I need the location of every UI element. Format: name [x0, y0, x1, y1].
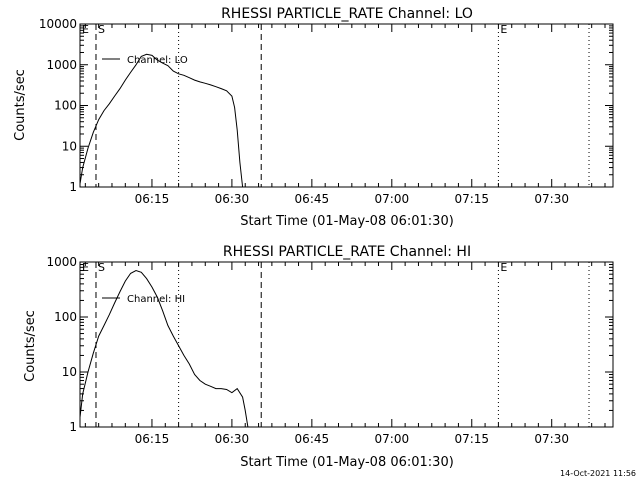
y-tick-label: 1 [69, 180, 77, 194]
x-axis-label-hi: Start Time (01-May-08 06:01:30) [240, 455, 454, 470]
marker-label: E [500, 261, 507, 274]
plot-frame-lo [79, 23, 614, 188]
x-tick-label: 07:15 [454, 432, 489, 446]
y-tick-label: 10 [62, 139, 77, 153]
x-tick-label: 06:45 [295, 192, 330, 206]
x-axis-label-lo: Start Time (01-May-08 06:01:30) [240, 214, 454, 229]
panel-lo: RHESSI PARTICLE_RATE Channel: LO Counts/… [13, 6, 614, 229]
legend-label: Channel: HI [127, 294, 185, 305]
marker-label: E [500, 23, 507, 36]
x-tick-label: 07:30 [534, 192, 569, 206]
y-tick-label: 10 [62, 365, 77, 379]
series-line [79, 269, 249, 428]
marker-label: S [98, 261, 105, 274]
chart-title-lo: RHESSI PARTICLE_RATE Channel: LO [221, 6, 473, 22]
x-tick-label: 07:30 [534, 432, 569, 446]
x-tick-label: 07:00 [375, 432, 410, 446]
y-tick-label: 1000 [46, 255, 77, 269]
y-axis-label-hi: Counts/sec [23, 310, 38, 382]
x-tick-label: 07:00 [375, 192, 410, 206]
marker-label: E [82, 23, 89, 36]
y-tick-label: 1000 [46, 58, 77, 72]
x-tick-label: 06:15 [135, 432, 170, 446]
x-tick-label: 07:15 [454, 192, 489, 206]
y-axis-label-lo: Counts/sec [13, 69, 28, 141]
y-tick-label: 100 [54, 310, 77, 324]
x-tick-label: 06:45 [295, 432, 330, 446]
marker-label: E [82, 261, 89, 274]
marker-label: S [98, 23, 105, 36]
plot-area-lo: 1 10 100 1000 10000 06:15 06:30 06:45 07:00 07:15… [39, 17, 613, 206]
x-tick-label: 06:30 [215, 192, 250, 206]
x-tick-label: 06:30 [215, 432, 250, 446]
plot-frame-hi [79, 261, 614, 428]
panel-hi: RHESSI PARTICLE_RATE Channel: HI Counts/… [23, 244, 614, 470]
series-line [79, 53, 244, 188]
x-tick-label: 06:15 [135, 192, 170, 206]
y-tick-label: 100 [54, 99, 77, 113]
y-tick-label: 10000 [39, 17, 77, 31]
plot-area-hi: 1 10 100 1000 06:15 06:30 06:45 07:00 07:15 07:30… [46, 255, 613, 446]
footer-timestamp: 14-Oct-2021 11:56 [560, 469, 636, 478]
y-tick-label: 1 [69, 420, 77, 434]
chart-title-hi: RHESSI PARTICLE_RATE Channel: HI [223, 244, 471, 260]
